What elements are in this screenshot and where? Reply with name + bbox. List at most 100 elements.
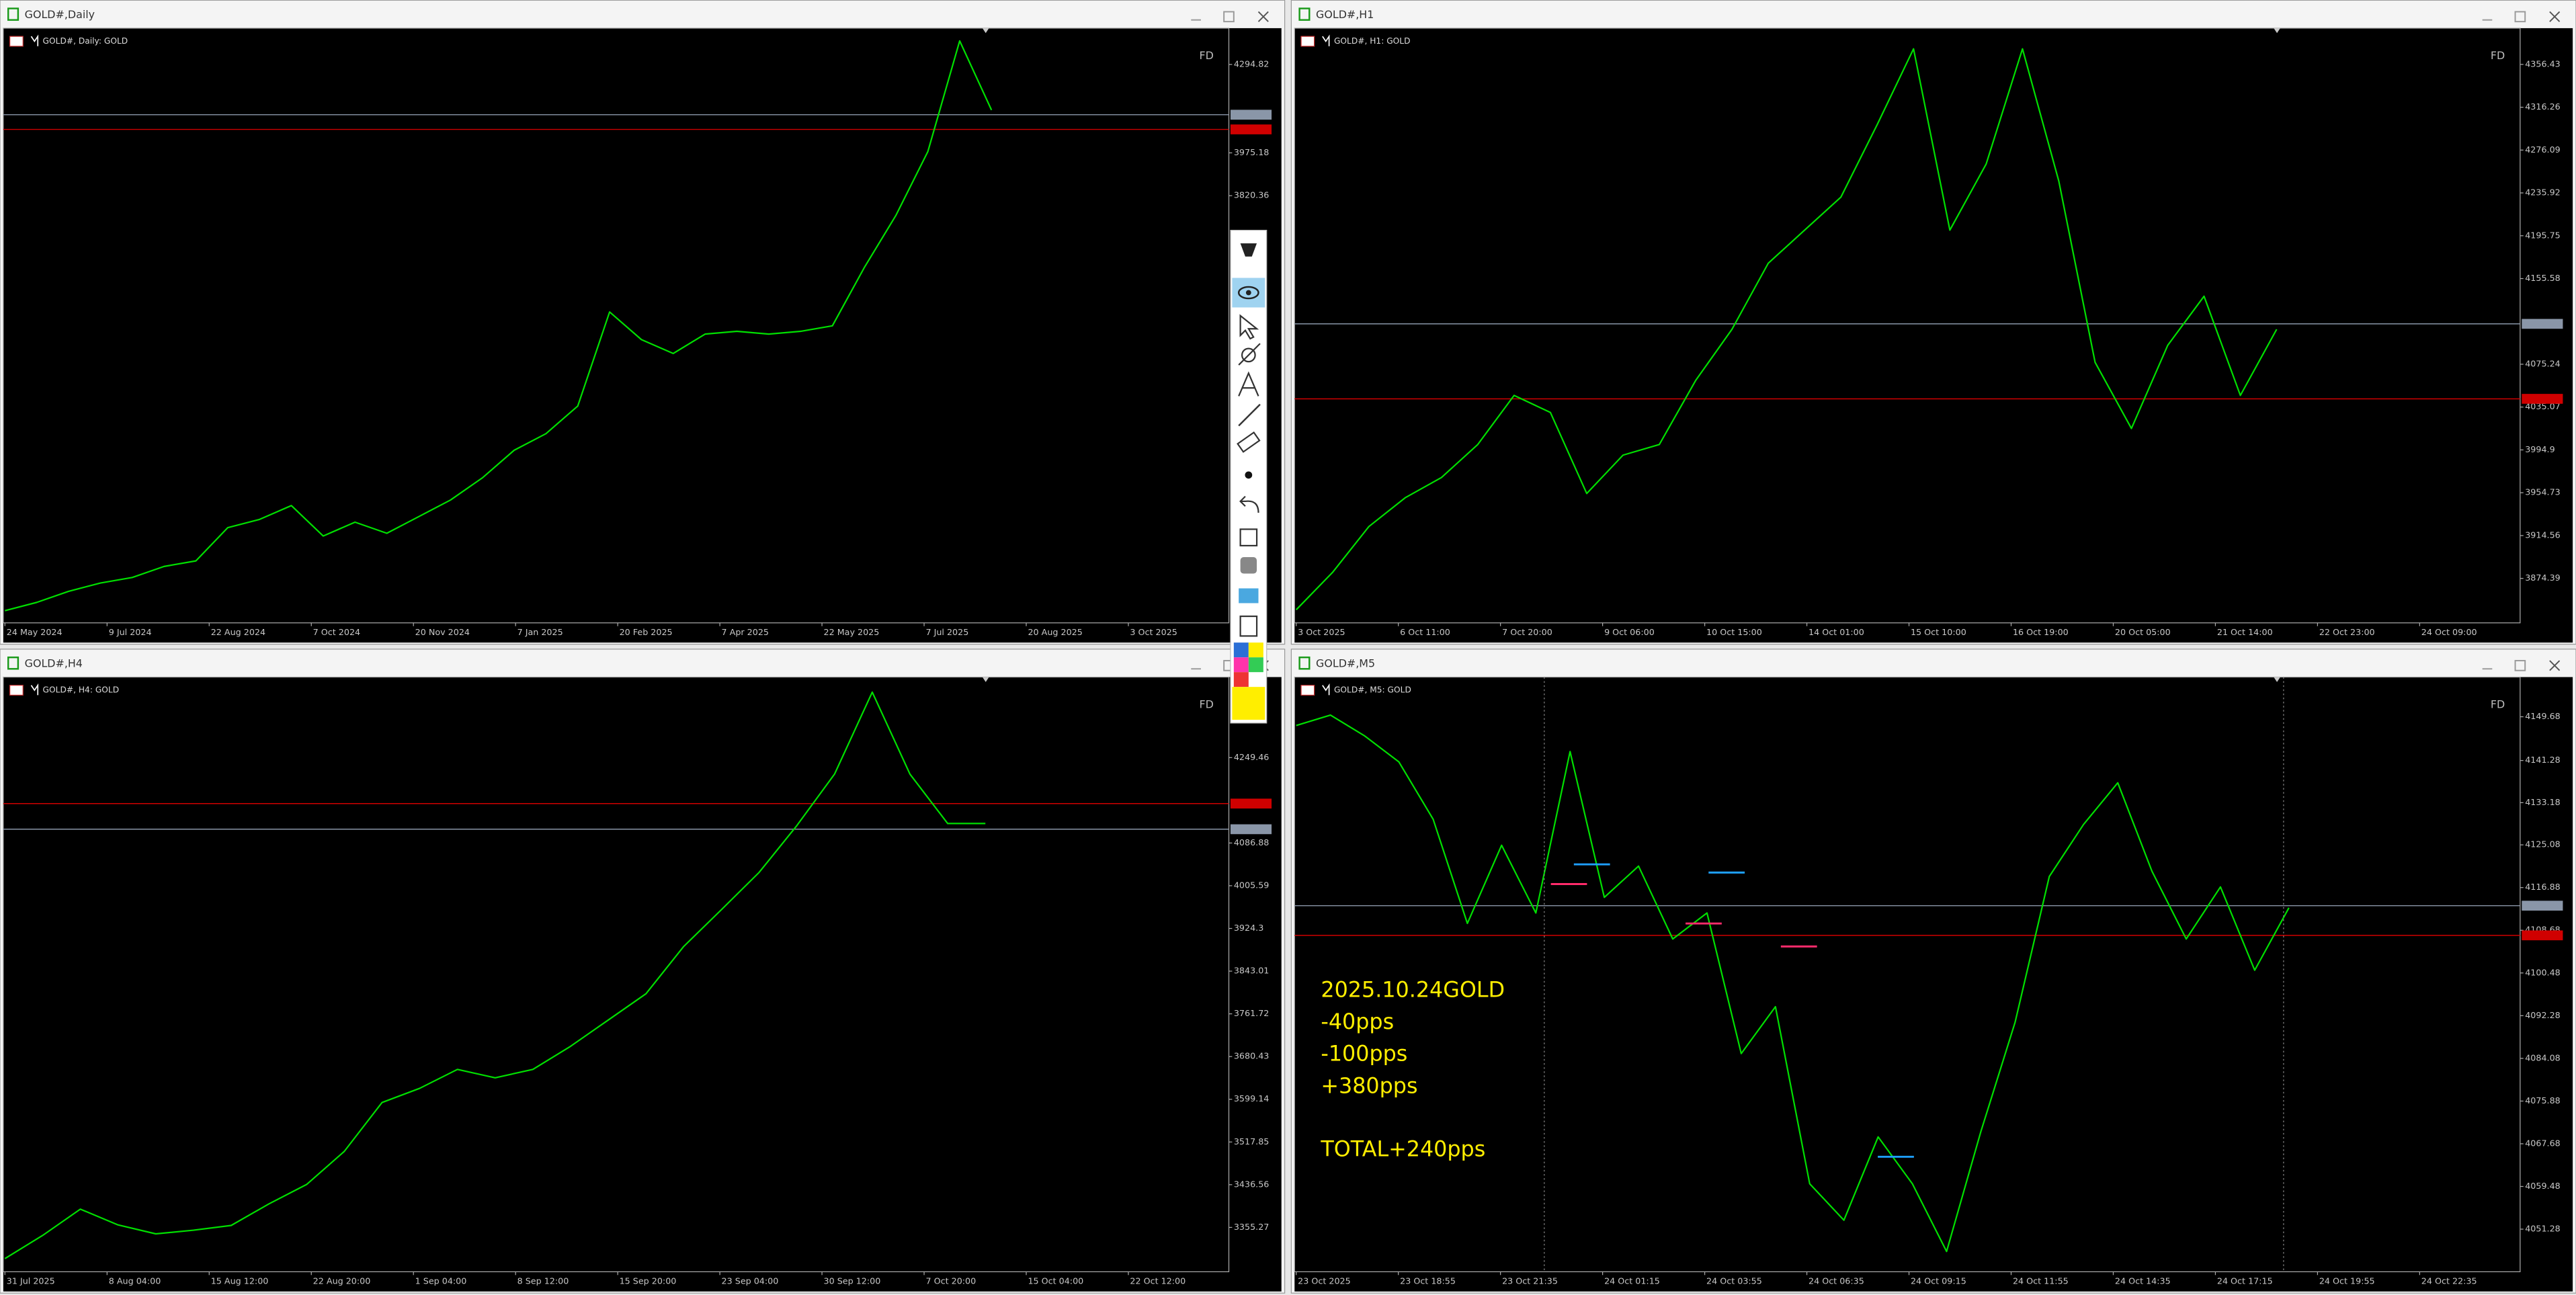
color-selected[interactable] bbox=[1232, 687, 1265, 720]
tool-line[interactable] bbox=[1238, 403, 1261, 427]
color-blue[interactable] bbox=[1233, 642, 1249, 658]
y-tick-label: 4249.46 bbox=[1234, 752, 1270, 762]
tool-undo[interactable] bbox=[1239, 495, 1259, 513]
price-tag bbox=[2522, 319, 2563, 329]
shift-marker bbox=[2274, 677, 2280, 682]
shift-marker bbox=[982, 28, 989, 34]
x-tick-label: 9 Oct 06:00 bbox=[1604, 627, 1655, 637]
window-icon bbox=[1298, 656, 1311, 670]
symbol-label: GOLD#, H1: GOLD bbox=[1334, 36, 1411, 46]
symbol-label: GOLD#, Daily: GOLD bbox=[43, 36, 128, 46]
btn-maximize[interactable] bbox=[2514, 11, 2526, 23]
x-tick-label: 20 Feb 2025 bbox=[620, 627, 673, 637]
x-tick-label: 23 Oct 21:35 bbox=[1502, 1276, 1558, 1286]
x-tick-label: 8 Aug 04:00 bbox=[109, 1276, 161, 1286]
flag-icon bbox=[1300, 685, 1315, 696]
x-tick-label: 30 Sep 12:00 bbox=[824, 1276, 881, 1286]
y-tick-label: 3355.27 bbox=[1234, 1222, 1270, 1232]
toolbar-bg bbox=[1230, 229, 1268, 724]
chart-background bbox=[1294, 677, 2573, 1292]
y-tick-label: 4356.43 bbox=[2525, 58, 2561, 69]
corner-label: FD bbox=[2491, 49, 2505, 62]
annotation-line: 2025.10.24GOLD bbox=[1321, 978, 1505, 1002]
chart-window: GOLD#,M5 4149.68 4141.28 4133.18 4125.08 4116… bbox=[1290, 649, 2576, 1294]
window-title: GOLD#,H4 bbox=[25, 657, 83, 669]
y-tick-label: 4035.07 bbox=[2525, 401, 2561, 411]
x-tick-label: 21 Oct 14:00 bbox=[2217, 627, 2273, 637]
y-tick-label: 4075.88 bbox=[2525, 1095, 2561, 1105]
chart-window: GOLD#,Daily 4294.82 3975.18 3820.36 24 May 2… bbox=[0, 0, 1286, 645]
y-tick-label: 3599.14 bbox=[1234, 1093, 1270, 1103]
trade-icon bbox=[30, 683, 39, 696]
tool-pen[interactable] bbox=[1240, 243, 1257, 257]
flag-icon bbox=[9, 36, 24, 47]
btn-close[interactable] bbox=[1257, 11, 1269, 22]
tool-robot[interactable] bbox=[1240, 557, 1257, 574]
btn-close[interactable] bbox=[2549, 660, 2561, 671]
y-tick-label: 3924.3 bbox=[1234, 923, 1263, 933]
y-tick-label: 3517.85 bbox=[1234, 1136, 1270, 1146]
y-tick-label: 4084.08 bbox=[2525, 1052, 2561, 1062]
price-tag bbox=[1230, 110, 1272, 120]
x-tick-label: 3 Oct 2025 bbox=[1130, 627, 1177, 637]
x-tick-label: 24 Oct 11:55 bbox=[2013, 1276, 2069, 1286]
x-tick-label: 24 Oct 22:35 bbox=[2421, 1276, 2477, 1286]
color-yellow[interactable] bbox=[1248, 642, 1263, 658]
color-pink[interactable] bbox=[1233, 657, 1249, 673]
price-line bbox=[4, 691, 986, 1259]
x-tick-label: 8 Sep 12:00 bbox=[517, 1276, 569, 1286]
y-tick-label: 4086.88 bbox=[1234, 837, 1270, 847]
tool-clipboard[interactable] bbox=[1239, 615, 1258, 637]
x-tick-label: 14 Oct 01:00 bbox=[1809, 627, 1864, 637]
y-tick-label: 4294.82 bbox=[1234, 58, 1270, 69]
x-tick-label: 20 Oct 05:00 bbox=[2115, 627, 2171, 637]
x-tick-label: 7 Jan 2025 bbox=[517, 627, 563, 637]
window-icon bbox=[1298, 7, 1311, 21]
x-tick-label: 1 Sep 04:00 bbox=[415, 1276, 467, 1286]
x-tick-label: 24 Oct 09:15 bbox=[1911, 1276, 1966, 1286]
price-tag bbox=[1230, 798, 1272, 809]
tool-cursor[interactable] bbox=[1239, 314, 1259, 340]
window-title: GOLD#,H1 bbox=[1316, 8, 1374, 21]
y-tick-label: 4133.18 bbox=[2525, 797, 2561, 807]
x-tick-label: 7 Oct 2024 bbox=[313, 627, 360, 637]
x-tick-label: 24 May 2024 bbox=[7, 627, 63, 637]
annotation-total: TOTAL+240pps bbox=[1320, 1138, 1485, 1162]
tool-screenshot[interactable] bbox=[1239, 588, 1259, 603]
btn-close[interactable] bbox=[2549, 11, 2561, 22]
y-tick-label: 4116.88 bbox=[2525, 882, 2561, 892]
corner-label: FD bbox=[1199, 698, 1213, 711]
y-tick-label: 3954.73 bbox=[2525, 487, 2561, 497]
price-line bbox=[1296, 714, 2290, 1253]
y-tick-label: 4075.24 bbox=[2525, 358, 2561, 368]
tool-text[interactable] bbox=[1238, 371, 1259, 396]
tool-delete[interactable] bbox=[1239, 528, 1258, 547]
x-tick-label: 31 Jul 2025 bbox=[7, 1276, 55, 1286]
btn-maximize[interactable] bbox=[1223, 11, 1235, 23]
color-green[interactable] bbox=[1248, 657, 1263, 673]
y-tick-label: 4067.68 bbox=[2525, 1138, 2561, 1148]
symbol-label: GOLD#, M5: GOLD bbox=[1334, 685, 1411, 695]
x-tick-label: 3 Oct 2025 bbox=[1298, 627, 1345, 637]
y-tick-label: 3680.43 bbox=[1234, 1051, 1270, 1061]
plot-border bbox=[3, 676, 1230, 1273]
btn-maximize[interactable] bbox=[2514, 660, 2526, 671]
color-red[interactable] bbox=[1233, 672, 1249, 687]
y-tick-label: 4235.92 bbox=[2525, 187, 2561, 198]
x-tick-label: 24 Oct 19:55 bbox=[2319, 1276, 2375, 1286]
plot-border bbox=[1294, 676, 2521, 1273]
window-title: GOLD#,Daily bbox=[25, 8, 95, 21]
x-tick-label: 20 Aug 2025 bbox=[1028, 627, 1082, 637]
tool-ruler[interactable] bbox=[1237, 431, 1261, 453]
x-tick-label: 22 Oct 12:00 bbox=[1130, 1276, 1186, 1286]
x-tick-label: 22 Aug 2024 bbox=[211, 627, 265, 637]
tool-hide[interactable] bbox=[1241, 347, 1256, 363]
x-tick-label: 20 Nov 2024 bbox=[415, 627, 470, 637]
tool-eye-icon bbox=[1237, 286, 1259, 300]
x-tick-label: 6 Oct 11:00 bbox=[1400, 627, 1450, 637]
tool-dot[interactable] bbox=[1245, 471, 1253, 479]
y-tick-label: 3436.56 bbox=[1234, 1179, 1270, 1189]
corner-label: FD bbox=[2491, 698, 2505, 711]
